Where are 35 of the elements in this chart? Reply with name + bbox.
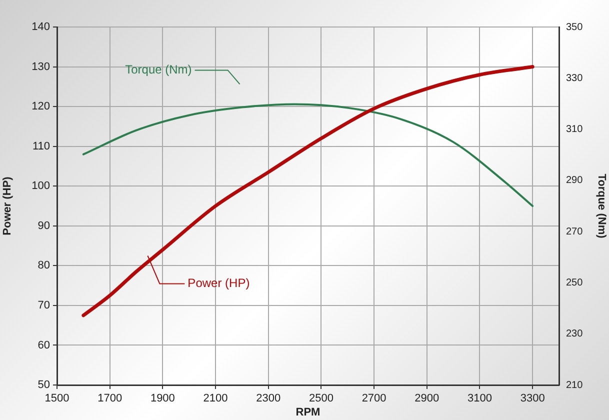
- x-axis-title: RPM: [296, 406, 320, 418]
- x-tick-label: 1700: [98, 392, 122, 405]
- y2-tick-label: 270: [566, 226, 584, 238]
- x-tick-label: 3300: [520, 392, 545, 405]
- x-tick-label: 2700: [362, 392, 386, 405]
- legend-label: Torque (Nm): [125, 62, 192, 77]
- y-tick-label: 70: [38, 299, 50, 312]
- x-tick-label: 2500: [308, 392, 334, 405]
- y2-tick-label: 230: [566, 328, 584, 340]
- x-tick-label: 2900: [414, 392, 440, 405]
- y-tick-label: 110: [32, 140, 50, 152]
- y-tick-label: 120: [32, 100, 50, 113]
- text: Power (HP): [188, 276, 250, 290]
- x-tick-label: 3100: [467, 392, 492, 405]
- x-tick-label: 2300: [256, 392, 281, 405]
- line-series: [82, 65, 534, 318]
- x-tick-label: 2100: [203, 392, 228, 405]
- y2-tick-label: 290: [566, 175, 584, 186]
- y-tick-label: 90: [38, 220, 50, 232]
- y-tick-label: 130: [32, 60, 50, 73]
- y2-tick-label: 310: [566, 124, 584, 136]
- y-tick-label: 100: [32, 180, 50, 192]
- y2-tick-label: 330: [566, 72, 584, 84]
- y-tick-label: 50: [38, 379, 50, 392]
- x-tick-label: 1500: [44, 392, 70, 405]
- y2-axis-title: Torque (Nm): [595, 174, 608, 239]
- line-series: [82, 103, 534, 207]
- y2-tick-label: 250: [566, 277, 584, 288]
- y-tick-label: 60: [38, 339, 50, 352]
- y-axis-title: Power (HP): [2, 176, 14, 236]
- y-tick-label: 80: [38, 260, 50, 272]
- x-tick-label: 1900: [150, 392, 175, 405]
- y-tick-label: 140: [32, 21, 50, 34]
- y2-tick-label: 350: [566, 22, 584, 33]
- y2-tick-label: 210: [566, 380, 584, 391]
